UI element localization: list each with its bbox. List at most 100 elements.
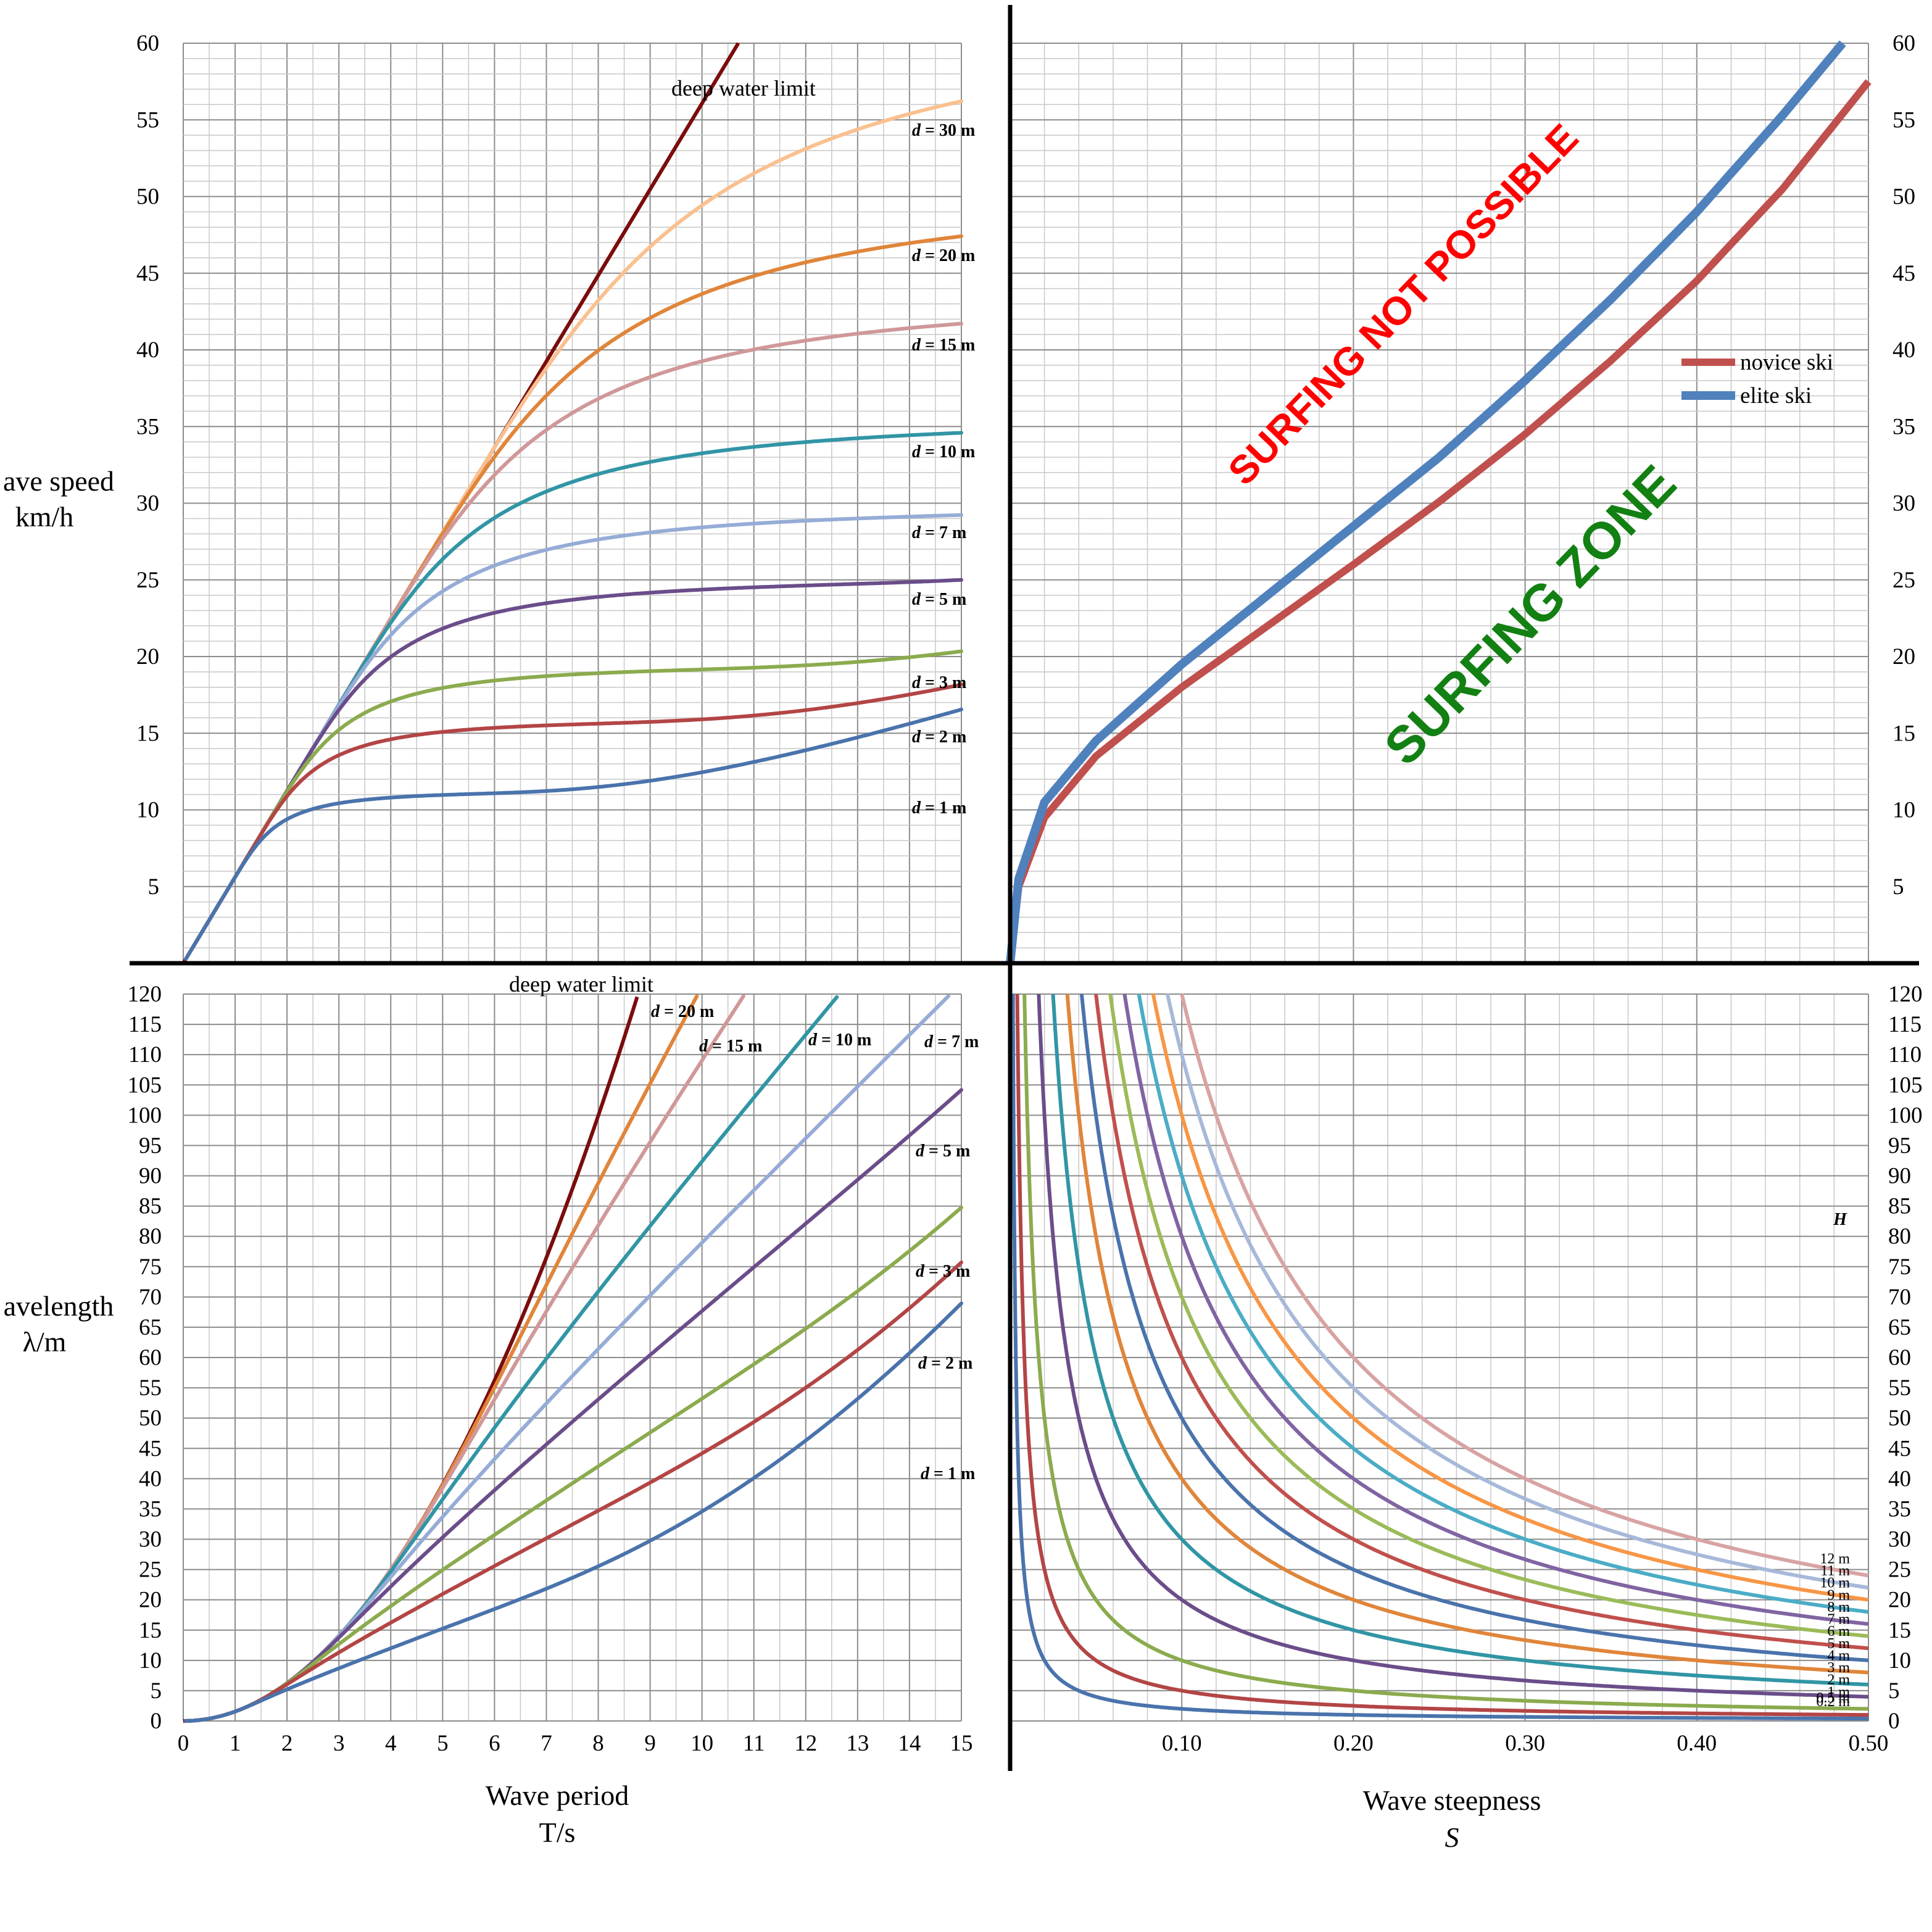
tick-label: 45 [1893,261,1915,286]
speed-curve [184,649,963,961]
tick-label: 25 [139,1557,162,1583]
y-axis-title: λ/m [23,1326,67,1358]
tick-label: 4 [385,1731,397,1756]
tick-label: 70 [1888,1285,1911,1310]
depth-label: d = 15 m [699,1037,762,1056]
legend-elite-label: elite ski [1740,383,1812,408]
speed-curve [184,99,963,961]
tick-label: 80 [139,1224,162,1250]
tick-label: 15 [1888,1618,1911,1643]
tick-label: 5 [1888,1678,1900,1704]
tick-label: 12 [794,1731,817,1756]
tick-label: 25 [136,568,159,593]
steepness-curve [1015,994,1869,1717]
tick-label: 95 [139,1133,162,1158]
height-label: 9 m [1827,1587,1850,1603]
tick-label: 8 [592,1731,604,1756]
speed-curve [184,234,963,961]
tick-label: 5 [151,1678,162,1704]
steepness-curve [1180,993,1869,1578]
tick-label: 13 [846,1731,869,1756]
tick-label: 1 [230,1731,241,1756]
tick-label: 90 [139,1164,162,1189]
steepness-curve [1122,993,1869,1626]
depth-label: d = 20 m [651,1002,714,1021]
steepness-curve [1108,993,1869,1638]
height-label: 10 m [1820,1575,1850,1591]
tick-label: 50 [139,1406,162,1431]
tick-label: 10 [139,1648,162,1673]
x-axis-title: Wave period [486,1780,629,1811]
depth-label: d = 15 m [912,336,975,355]
tick-label: 55 [1888,1375,1911,1401]
wavelength-curve [184,994,950,1723]
depth-label: d = 3 m [912,673,966,692]
tick-label: 5 [148,874,160,900]
x-axis-title: S [1445,1822,1459,1853]
depth-label: d = 2 m [918,1354,972,1373]
tick-label: 40 [139,1466,162,1491]
tick-label: 55 [136,107,159,133]
tick-label: 40 [1893,338,1915,363]
novice-ski-curve [1006,79,1872,964]
height-label: 8 m [1827,1599,1850,1615]
tick-label: 20 [1893,644,1915,670]
depth-label: d = 1 m [921,1464,975,1483]
surfing-not-possible-annotation: SURFING NOT POSSIBLE [1219,115,1586,494]
tick-label: 120 [128,982,162,1007]
tick-label: 25 [1893,568,1915,593]
tick-label: 35 [1893,414,1915,439]
height-label: 12 m [1820,1551,1850,1567]
tick-label: 105 [1888,1072,1923,1098]
tick-label: 45 [139,1436,162,1461]
wavelength-curve [184,1260,963,1723]
tick-label: 110 [1888,1042,1922,1068]
depth-label: d = 2 m [912,728,966,747]
wavelength-curve [184,995,839,1723]
tick-label: 85 [139,1194,162,1219]
tick-label: 75 [139,1254,162,1280]
steepness-curve [1011,993,1868,1721]
tick-label: 120 [1888,982,1923,1007]
tick-label: 14 [898,1731,921,1756]
y-axis-title: km/h [15,501,74,533]
depth-label: d = 1 m [912,798,966,818]
x-axis-title: Wave steepness [1363,1785,1541,1816]
tick-label: 35 [139,1496,162,1522]
steepness-curve [1151,992,1869,1602]
depth-label: d = 3 m [916,1262,970,1281]
elite-ski-curve [1006,40,1846,964]
steepness-curve [1022,994,1869,1711]
height-label: 11 m [1820,1563,1850,1579]
tick-label: 0.10 [1162,1731,1202,1756]
depth-label: d = 5 m [912,590,966,609]
tick-label: 20 [139,1588,162,1613]
tick-label: 80 [1888,1224,1911,1250]
tick-label: 50 [1888,1406,1911,1431]
height-label: 2 m [1827,1672,1850,1688]
steepness-curve [1065,993,1869,1675]
tick-label: 20 [136,644,159,670]
steepness-curve [1037,994,1869,1699]
speed-curve [184,578,963,961]
height-label: 3 m [1827,1660,1850,1676]
tick-label: 90 [1888,1164,1911,1189]
tick-label: 0 [151,1709,162,1734]
deep-water-label: deep water limit [671,76,816,101]
tick-label: 40 [1888,1466,1911,1491]
tick-label: 0.20 [1333,1731,1374,1756]
tick-label: 10 [136,798,159,823]
speed-curve [184,682,963,961]
wavelength-curve [184,994,699,1723]
wavelength-curve [184,1301,963,1723]
tick-label: 115 [1888,1012,1922,1037]
height-label: 0.5 m [1816,1690,1850,1706]
tick-label: 11 [743,1731,765,1756]
tick-label: 35 [136,414,159,439]
height-legend-title: H [1833,1210,1847,1229]
tick-label: 110 [128,1042,162,1068]
height-label: 5 m [1827,1636,1850,1652]
steepness-curve [1079,993,1869,1662]
y-axis-title: ave speed [3,465,114,497]
